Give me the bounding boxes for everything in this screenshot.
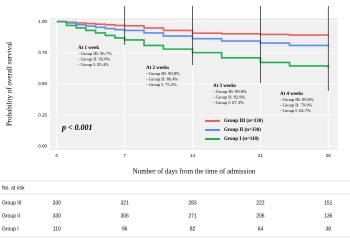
annotation-line: - Group II: 93.0% bbox=[78, 57, 110, 62]
risk-count: 82 bbox=[190, 226, 196, 232]
annotation-line: - Group III: 89.8% bbox=[213, 89, 247, 94]
x-tick-label: 7 bbox=[123, 153, 126, 158]
legend-label: Group I (n=110) bbox=[224, 137, 259, 142]
risk-count: 271 bbox=[188, 213, 197, 219]
risk-count: 136 bbox=[324, 213, 333, 219]
y-axis-label: Probability of overall survival bbox=[6, 42, 14, 126]
annotation-title: At 3 weeks bbox=[213, 84, 236, 89]
y-tick-label: 0.75 bbox=[38, 50, 47, 55]
annotation-line: - Group III: 96.7% bbox=[78, 51, 112, 56]
risk-count: 306 bbox=[120, 213, 129, 219]
annotation-line: - Group II: 82.9% bbox=[213, 95, 245, 100]
risk-count: 110 bbox=[53, 226, 61, 232]
y-tick-label: 0.25 bbox=[38, 112, 47, 117]
x-tick-label: 14 bbox=[190, 153, 196, 158]
x-axis-label: Number of days from the time of admissio… bbox=[133, 168, 256, 176]
risk-count: 151 bbox=[324, 200, 333, 206]
risk-count: 38 bbox=[326, 226, 332, 232]
y-tick-label: 0.50 bbox=[38, 81, 47, 86]
risk-count: 206 bbox=[256, 213, 265, 219]
annotation-line: - Group I: 62.7% bbox=[280, 108, 311, 113]
annotation-title: At 1 week bbox=[78, 46, 99, 51]
risk-row-name: Group III bbox=[2, 200, 21, 206]
annotation-line: - Group III: 90.8% bbox=[146, 71, 180, 76]
y-tick-label: 0.00 bbox=[38, 143, 47, 148]
x-tick-label: 28 bbox=[326, 153, 332, 158]
legend-label: Group II (n=330) bbox=[224, 128, 261, 133]
page: Probability of overall survival Number o… bbox=[0, 6, 350, 238]
risk-count: 96 bbox=[122, 226, 128, 232]
chart: Probability of overall survival Number o… bbox=[0, 6, 350, 238]
annotation-title: At 4 weeks bbox=[280, 92, 303, 97]
risk-count: 321 bbox=[120, 200, 129, 206]
risk-count: 64 bbox=[258, 226, 264, 232]
risk-title: No. at risk bbox=[2, 185, 25, 191]
y-tick-label: 1.00 bbox=[38, 19, 47, 24]
annotation-title: At 2 weeks bbox=[146, 66, 169, 71]
legend-label: Group III (n=330) bbox=[224, 119, 263, 124]
annotation-line: - Group III: 89.0% bbox=[280, 97, 314, 102]
risk-row-name: Group I bbox=[2, 226, 19, 232]
risk-count: 330 bbox=[53, 200, 62, 206]
x-tick-label: 21 bbox=[258, 153, 264, 158]
x-tick-label: 0 bbox=[56, 153, 59, 158]
annotation-line: - Group II: 86.4% bbox=[146, 77, 178, 82]
p-value: p < 0.001 bbox=[61, 123, 93, 132]
annotation-line: - Group II: 79.9% bbox=[280, 103, 312, 108]
risk-count: 283 bbox=[188, 200, 197, 206]
annotation-line: - Group I: 85.4% bbox=[78, 62, 109, 67]
risk-count: 222 bbox=[256, 200, 265, 206]
risk-row-name: Group II bbox=[2, 213, 20, 219]
annotation-line: - Group I: 75.2% bbox=[146, 82, 177, 87]
annotation-line: - Group I: 67.3% bbox=[213, 100, 244, 105]
risk-count: 330 bbox=[53, 213, 62, 219]
